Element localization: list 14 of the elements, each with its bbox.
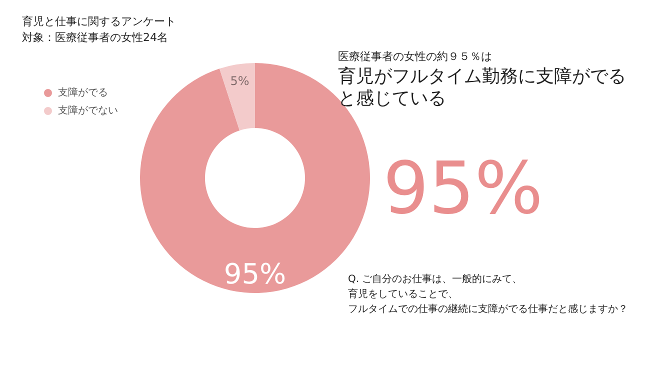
chart-title: 育児と仕事に関するアンケート (22, 15, 176, 28)
text: フルタイムでの仕事の継続に支障がでる仕事だと感じますか？ (348, 303, 628, 315)
text: 育児をしていることで、 (348, 288, 458, 300)
legend-label: 支障がでる (58, 86, 108, 99)
text: 医療従事者の女性の約９５％は (338, 50, 492, 63)
data-label: 5% (230, 74, 250, 88)
text: 育児がフルタイム勤務に支障がでる (338, 66, 626, 87)
legend-label: 支障がでない (58, 104, 118, 117)
text: と感じている (338, 88, 446, 109)
data-label: 95% (224, 258, 286, 291)
text: Q. ご自分のお仕事は、一般的にみて、 (348, 273, 522, 285)
donut-slice (219, 63, 255, 130)
text: 95% (382, 146, 544, 230)
chart-subtitle: 対象：医療従事者の女性24名 (22, 31, 168, 44)
